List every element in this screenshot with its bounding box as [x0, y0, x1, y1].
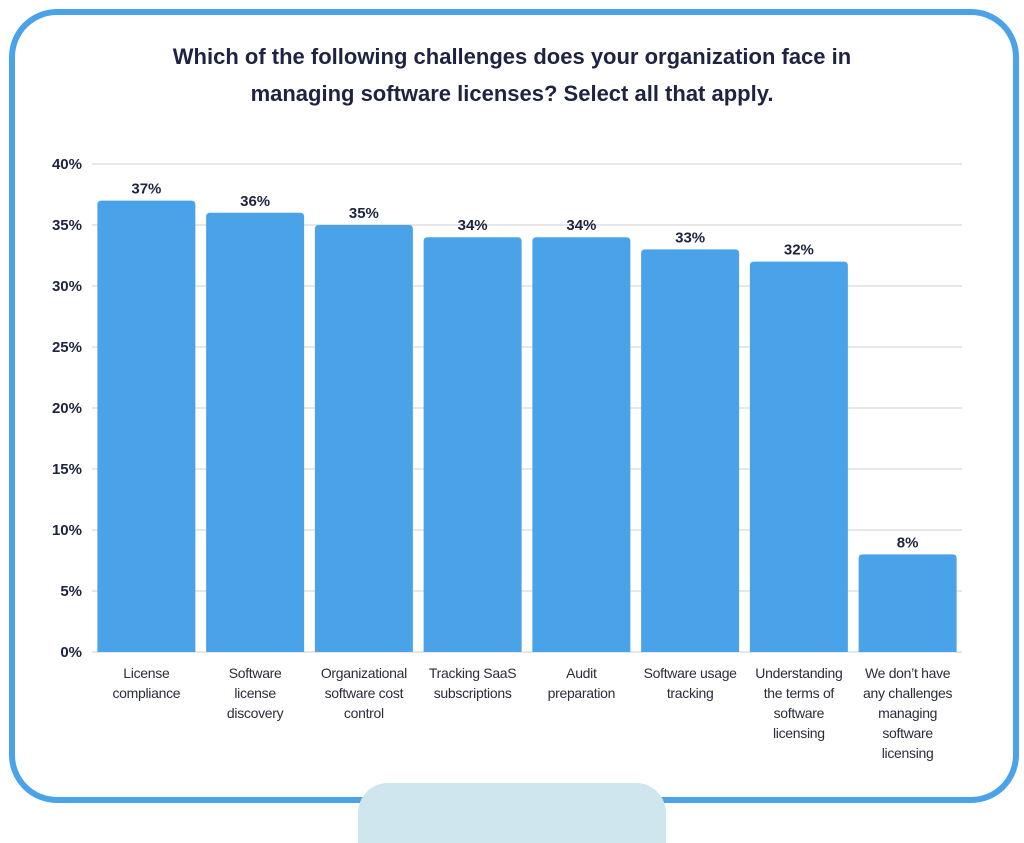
x-tick-label: Software usage tracking: [643, 665, 737, 701]
data-label: 35%: [349, 205, 379, 222]
bar: [858, 554, 957, 652]
bar: [423, 237, 522, 652]
y-tick-label: 0%: [60, 644, 82, 661]
y-tick-label: 40%: [52, 156, 82, 173]
data-label: 37%: [131, 181, 161, 198]
data-label: 34%: [458, 217, 488, 234]
y-tick-label: 30%: [52, 278, 82, 295]
x-tick-label: Tracking SaaS subscriptions: [428, 665, 517, 701]
data-label: 34%: [566, 217, 596, 234]
x-tick-label: We don’t have any challenges managing so…: [863, 665, 953, 761]
y-tick-label: 15%: [52, 461, 82, 478]
y-tick-label: 35%: [52, 217, 82, 234]
bar: [206, 212, 305, 653]
y-tick-label: 10%: [52, 522, 82, 539]
y-tick-label: 25%: [52, 339, 82, 356]
x-tick-label: Audit preparation: [547, 665, 616, 701]
bar-chart: 0% 5% 10% 15% 20% 25% 30% 35% 40% 37% 36% 35% 34% 34%…: [52, 156, 962, 661]
x-tick-label: Organizational software cost control: [320, 665, 407, 721]
bar: [641, 249, 740, 652]
bar: [532, 237, 631, 652]
x-tick-label: Software license discovery: [226, 665, 284, 721]
data-label: 32%: [784, 242, 814, 259]
chart-title: Which of the following challenges does y…: [172, 44, 852, 106]
data-label: 8%: [897, 534, 919, 551]
x-tick-label: License compliance: [112, 665, 181, 701]
data-label: 36%: [240, 193, 270, 210]
bar: [97, 200, 196, 652]
bar: [314, 225, 413, 652]
data-label: 33%: [675, 229, 705, 246]
x-tick-label: Understanding the terms of software lice…: [755, 665, 843, 741]
y-tick-label: 5%: [60, 583, 82, 600]
bar: [749, 261, 848, 652]
y-tick-label: 20%: [52, 400, 82, 417]
